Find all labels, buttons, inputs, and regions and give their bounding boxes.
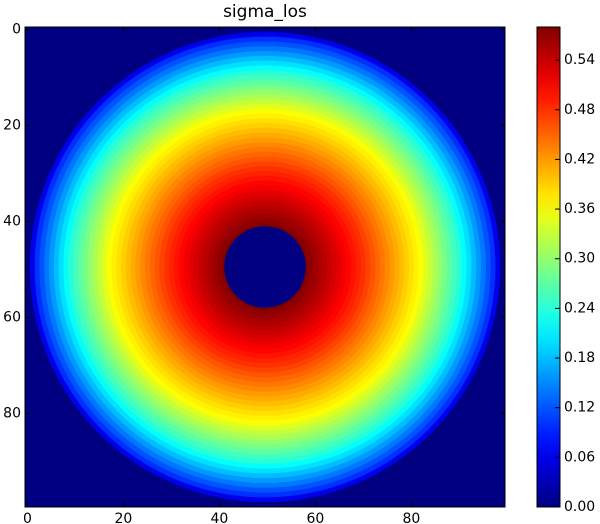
colorbar-tick-label: 0.00 [564, 499, 595, 515]
x-tick-label: 40 [210, 511, 228, 524]
colorbar-tick-label: 0.36 [564, 201, 595, 217]
y-tick-label: 60 [3, 309, 21, 325]
y-tick-label: 80 [3, 405, 21, 421]
colorbar-tick-label: 0.12 [564, 400, 595, 416]
y-tick-label: 0 [12, 21, 21, 37]
colorbar-tick-label: 0.18 [564, 350, 595, 366]
y-tick-label: 20 [3, 117, 21, 133]
colorbar [536, 26, 561, 508]
colorbar-tick-label: 0.06 [564, 449, 595, 465]
colorbar-tick-label: 0.42 [564, 151, 595, 167]
chart-title: sigma_los [223, 2, 307, 22]
x-tick-label: 20 [114, 511, 132, 524]
x-tick-label: 60 [306, 511, 324, 524]
heatmap [25, 27, 505, 507]
colorbar-tick-label: 0.54 [564, 52, 595, 68]
colorbar-tick-label: 0.48 [564, 102, 595, 118]
y-tick-label: 40 [3, 213, 21, 229]
x-tick-label: 80 [402, 511, 420, 524]
colorbar-tick-label: 0.24 [564, 300, 595, 316]
axes-frame [24, 26, 506, 508]
ring [224, 226, 306, 308]
x-tick-label: 0 [23, 511, 32, 524]
colorbar-tick-label: 0.30 [564, 251, 595, 267]
